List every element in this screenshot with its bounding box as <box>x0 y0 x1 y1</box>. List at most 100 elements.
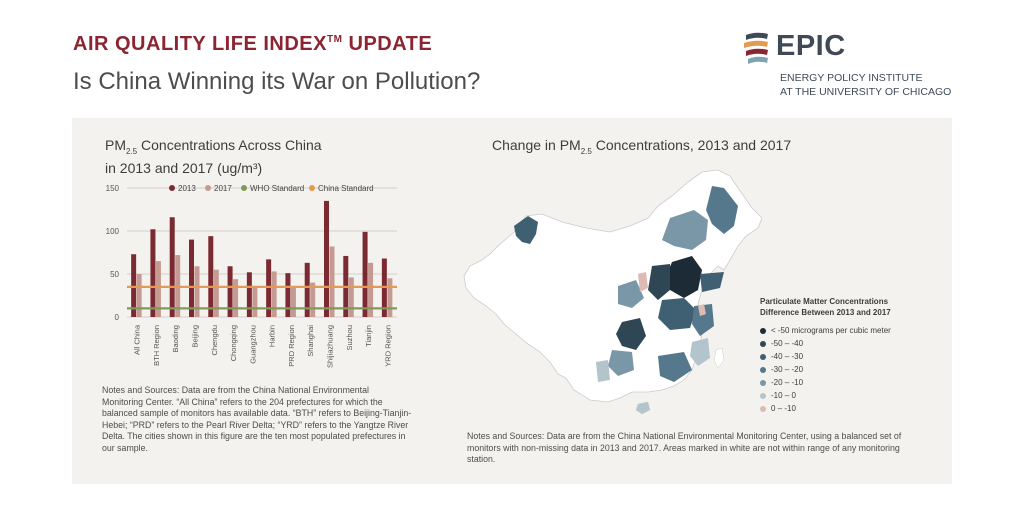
bar-2013-8 <box>285 273 291 317</box>
legend-swatch <box>241 185 247 191</box>
map-legend-label: -30 – -20 <box>771 365 804 374</box>
map-legend-title-line2: Difference Between 2013 and 2017 <box>760 308 891 317</box>
bar-2013-2 <box>169 217 175 317</box>
map-legend-item: -50 – -40 <box>760 337 930 350</box>
x-tick-label: All China <box>133 324 142 355</box>
bar-2017-11 <box>348 277 354 317</box>
bar-chart-title-pm: PM <box>105 137 126 153</box>
epic-logo-text: EPIC <box>776 30 846 62</box>
x-tick-label: Chengdu <box>210 325 219 355</box>
bar-2017-13 <box>387 278 393 317</box>
china-change-map <box>463 169 762 415</box>
map-title-sub: 2.5 <box>580 146 592 156</box>
trademark-mark: TM <box>326 34 343 45</box>
legend-swatch <box>205 185 211 191</box>
bar-2017-8 <box>290 286 296 317</box>
legend-label: 2017 <box>214 184 232 193</box>
map-legend: Particulate Matter Concentrations Differ… <box>760 296 930 415</box>
bar-2013-4 <box>208 236 214 317</box>
south-region <box>658 352 692 382</box>
map-legend-label: -10 – 0 <box>771 391 796 400</box>
bar-2013-6 <box>246 272 252 317</box>
bar-2017-4 <box>213 269 219 317</box>
shandong-region <box>700 272 724 292</box>
legend-dot-icon <box>760 392 766 399</box>
logo-subtitle-line2: AT THE UNIVERSITY OF CHICAGO <box>780 86 952 98</box>
central-region <box>658 298 696 330</box>
map-legend-item: 0 – -10 <box>760 402 930 415</box>
bar-2013-7 <box>266 259 272 317</box>
map-legend-label: < -50 micrograms per cubic meter <box>771 326 891 335</box>
southeast-region <box>690 338 710 366</box>
legend-label: 2013 <box>178 184 196 193</box>
shanxi-region <box>648 264 670 300</box>
x-tick-label: Chongqing <box>229 325 238 361</box>
map-notes: Notes and Sources: Data are from the Chi… <box>467 431 902 465</box>
x-tick-label: Baoding <box>171 325 180 353</box>
map-legend-item: -30 – -20 <box>760 363 930 376</box>
map-legend-title-line1: Particulate Matter Concentrations <box>760 297 889 306</box>
map-legend-label: -20 – -10 <box>771 378 804 387</box>
epic-logo: EPIC ENERGY POLICY INSTITUTE AT THE UNIV… <box>742 30 972 100</box>
hainan-island <box>635 401 651 415</box>
legend-dot-icon <box>760 327 766 334</box>
map-legend-item: < -50 micrograms per cubic meter <box>760 324 930 337</box>
bar-2013-12 <box>362 231 368 317</box>
yangtze-delta-region <box>692 304 714 336</box>
y-tick-label: 50 <box>110 270 119 279</box>
pm25-bar-chart: 0 50 100 150 All China BTH Region Baoding Beiji… <box>106 184 397 368</box>
legend-dot-icon <box>760 340 766 347</box>
x-tick-label: Shanghai <box>306 325 315 357</box>
bar-2013-10 <box>324 200 329 317</box>
jing-jin-ji-region <box>666 256 702 298</box>
epic-logo-icon <box>744 32 768 64</box>
legend-swatch <box>169 185 175 191</box>
bar-2017-1 <box>155 261 161 317</box>
positive-change-area-2 <box>698 304 706 316</box>
northwest-region <box>618 280 644 308</box>
y-tick-label: 0 <box>115 313 120 322</box>
bar-2013-5 <box>227 266 233 317</box>
taiwan-island <box>713 347 725 369</box>
bar-2013-3 <box>189 239 194 317</box>
west-station-area <box>596 360 610 382</box>
bar-2017-0 <box>136 274 142 317</box>
bar-2017-9 <box>310 282 316 317</box>
bar-chart-title-line2: in 2013 and 2017 (ug/m³) <box>105 159 263 176</box>
x-tick-label: Tianjin <box>364 325 373 347</box>
map-title: Change in PM2.5 Concentrations, 2013 and… <box>492 137 791 156</box>
x-tick-label: Guangzhou <box>248 325 257 364</box>
y-tick-label: 100 <box>106 227 120 236</box>
x-tick-label: YRD Region <box>383 325 392 367</box>
map-legend-label: -50 – -40 <box>771 339 804 348</box>
map-legend-rows: < -50 micrograms per cubic meter -50 – -4… <box>760 324 930 415</box>
legend-dot-icon <box>760 405 766 412</box>
bar-2013-1 <box>150 229 156 317</box>
sichuan-region <box>616 318 646 350</box>
legend-label: China Standard <box>318 184 374 193</box>
positive-change-area <box>638 272 648 292</box>
x-tick-label: Harbin <box>268 325 277 347</box>
bar-chart-notes: Notes and Sources: Data are from the Chi… <box>102 385 412 453</box>
report-subtitle: Is China Winning its War on Pollution? <box>73 68 481 95</box>
map-legend-label: 0 – -10 <box>771 404 796 413</box>
legend-dot-icon <box>760 379 766 386</box>
report-title-suffix: UPDATE <box>342 33 433 55</box>
inner-mongolia-region <box>662 210 708 250</box>
map-legend-title: Particulate Matter Concentrations Differ… <box>760 296 930 318</box>
x-tick-label: Suzhou <box>345 325 354 350</box>
legend-label: WHO Standard <box>250 184 304 193</box>
legend-dot-icon <box>760 366 766 373</box>
legend-swatch <box>309 185 315 191</box>
logo-subtitle-line1: ENERGY POLICY INSTITUTE <box>780 72 923 84</box>
map-title-b: Concentrations, 2013 and 2017 <box>591 137 792 153</box>
bar-2017-3 <box>194 266 200 317</box>
bar-chart-title-rest: Concentrations Across China <box>137 137 322 153</box>
bar-chart-title: PM2.5 Concentrations Across China in 201… <box>105 137 322 177</box>
map-legend-item: -20 – -10 <box>760 376 930 389</box>
xinjiang-region <box>514 216 538 244</box>
report-title: AIR QUALITY LIFE INDEXTM UPDATE <box>73 33 432 56</box>
bar-2017-6 <box>252 286 258 317</box>
x-tick-label: BTH Region <box>152 325 161 366</box>
x-tick-label: Shijiazhuang <box>326 325 335 368</box>
